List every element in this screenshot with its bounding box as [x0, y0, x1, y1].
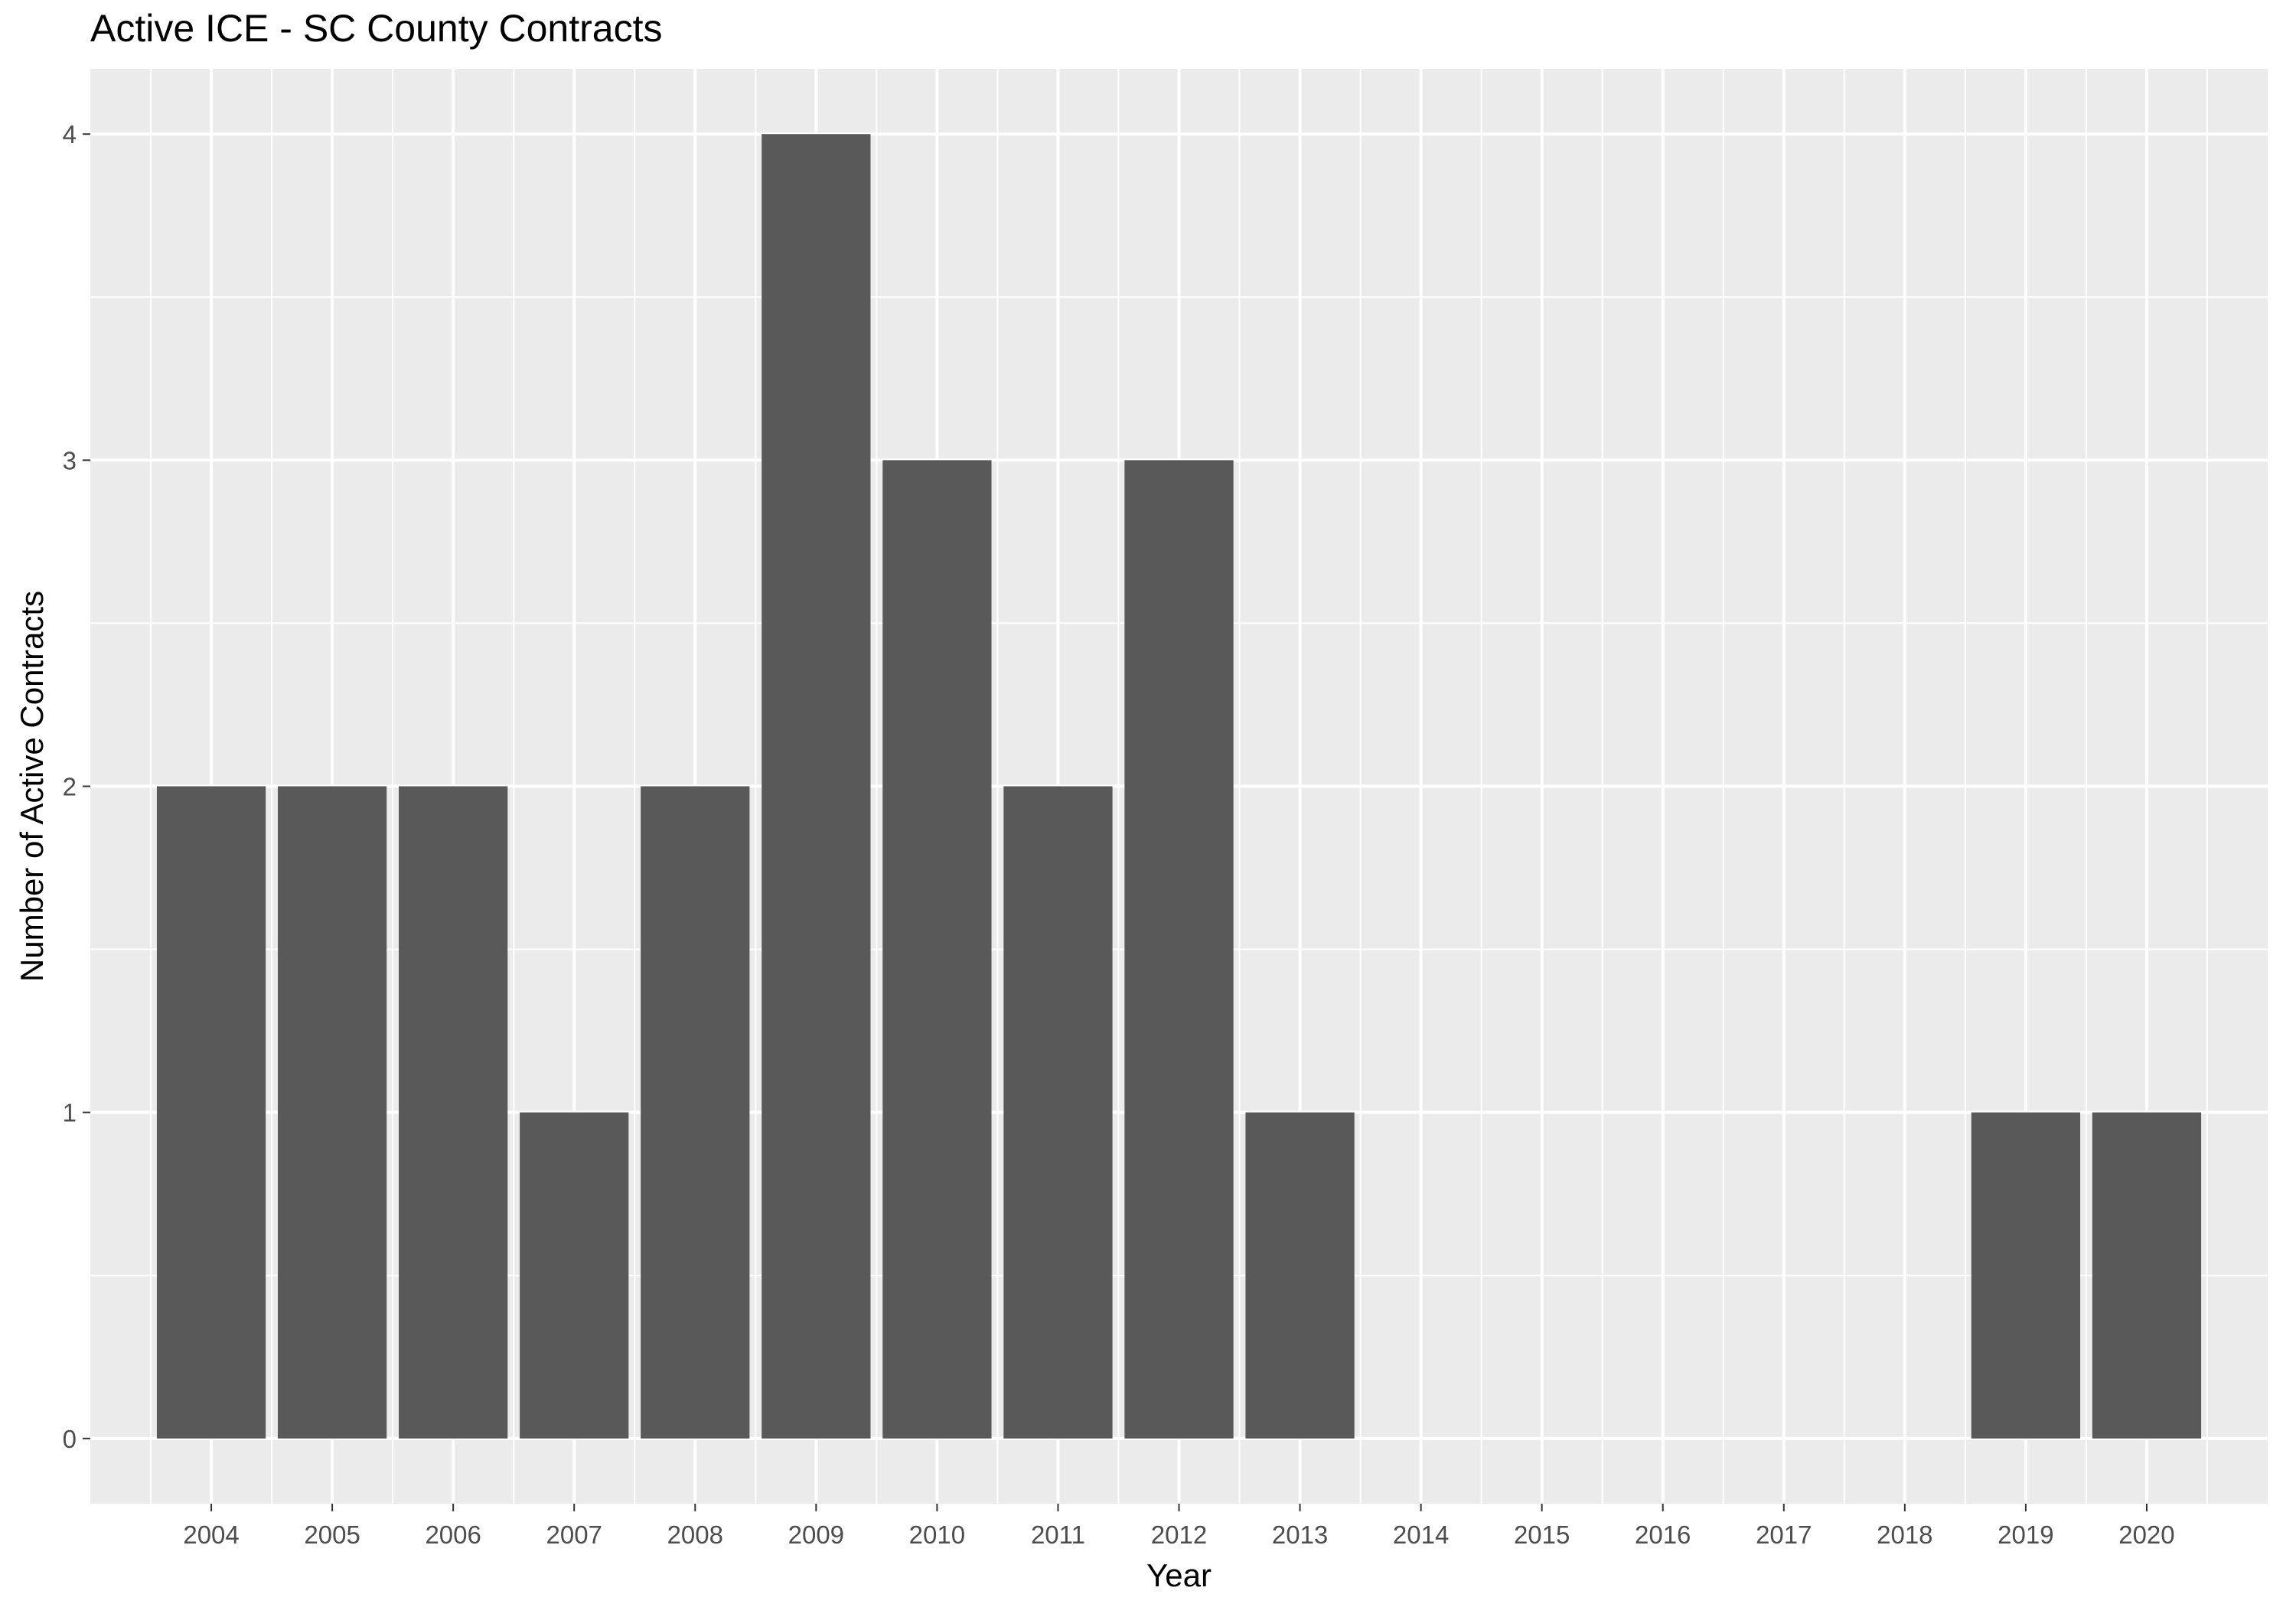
y-tick-label: 3 — [63, 446, 77, 474]
bar-2020 — [2092, 1112, 2202, 1439]
x-tick-label: 2017 — [1756, 1521, 1812, 1549]
bar-2019 — [1971, 1112, 2081, 1439]
y-axis: 0 1 2 3 4 — [63, 120, 90, 1453]
x-axis: 2004 2005 2006 2007 2008 2009 2010 2011 2012 2013… — [183, 1504, 2175, 1549]
x-tick-label: 2020 — [2118, 1521, 2174, 1549]
x-tick-label: 2010 — [909, 1521, 965, 1549]
x-tick-label: 2018 — [1877, 1521, 1932, 1549]
bar-2005 — [277, 786, 387, 1439]
bar-2011 — [1003, 786, 1113, 1439]
bar-2009 — [762, 134, 871, 1439]
x-tick-label: 2019 — [1998, 1521, 2053, 1549]
y-tick-label: 0 — [63, 1425, 77, 1453]
x-tick-label: 2014 — [1393, 1521, 1449, 1549]
x-tick-label: 2016 — [1635, 1521, 1691, 1549]
y-tick-label: 2 — [63, 773, 77, 801]
x-tick-label: 2015 — [1514, 1521, 1570, 1549]
bar-2008 — [641, 786, 750, 1439]
bar-2010 — [882, 460, 992, 1439]
chart-title: Active ICE - SC County Contracts — [90, 7, 663, 50]
bars — [156, 134, 2202, 1439]
y-tick-label: 1 — [63, 1099, 77, 1127]
x-tick-label: 2009 — [788, 1521, 844, 1549]
bar-2007 — [520, 1112, 629, 1439]
bar-2004 — [156, 786, 266, 1439]
x-tick-label: 2011 — [1031, 1521, 1085, 1549]
x-tick-label: 2013 — [1272, 1521, 1328, 1549]
bar-2012 — [1124, 460, 1234, 1439]
x-tick-label: 2004 — [183, 1521, 239, 1549]
y-axis-title: Number of Active Contracts — [14, 591, 50, 982]
bar-2013 — [1245, 1112, 1355, 1439]
x-axis-title: Year — [1146, 1557, 1212, 1593]
x-tick-label: 2007 — [546, 1521, 602, 1549]
y-tick-label: 4 — [63, 120, 77, 148]
bar-2006 — [399, 786, 508, 1439]
x-tick-label: 2005 — [304, 1521, 360, 1549]
x-tick-label: 2008 — [667, 1521, 723, 1549]
x-tick-label: 2012 — [1151, 1521, 1207, 1549]
x-tick-label: 2006 — [425, 1521, 481, 1549]
